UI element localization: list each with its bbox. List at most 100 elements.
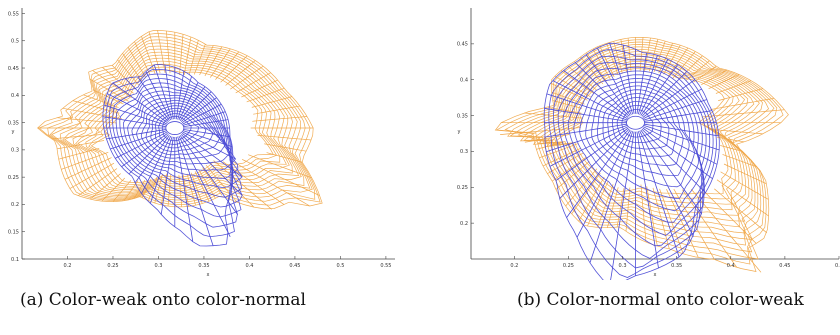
mesh-ring bbox=[591, 85, 696, 188]
figure-b-caption: (b) Color-normal onto color-weak bbox=[517, 290, 804, 310]
mesh-ring bbox=[607, 97, 677, 157]
outer-mesh bbox=[37, 30, 323, 210]
mesh-ring bbox=[573, 74, 705, 223]
mesh-ring bbox=[621, 109, 654, 138]
x-tick-label: 0.2 bbox=[64, 263, 72, 269]
mesh-ring bbox=[612, 101, 670, 150]
figure-a-caption: (a) Color-weak onto color-normal bbox=[20, 290, 306, 310]
y-tick-label: 0.15 bbox=[8, 230, 19, 236]
mesh-ring bbox=[557, 62, 711, 259]
mesh-ring bbox=[548, 49, 717, 278]
figure-a-plot: 0.2 0.25 0.3 0.35 0.4 0.45 0.5 0.55 0.1 0.15 0.2 0.… bbox=[8, 8, 395, 278]
y-axis-label: y bbox=[458, 129, 461, 135]
y-tick-label: 0.45 bbox=[8, 66, 19, 72]
y-tick-label: 0.35 bbox=[457, 113, 468, 119]
y-tick-label: 0.25 bbox=[8, 175, 19, 181]
mesh-spoke bbox=[639, 130, 694, 237]
mesh-ring bbox=[579, 77, 703, 212]
x-tick-label: 0.4 bbox=[727, 263, 735, 269]
y-tick-label: 0.45 bbox=[457, 42, 468, 48]
mesh-ring bbox=[119, 86, 243, 198]
x-tick-label: 0.3 bbox=[619, 263, 627, 269]
mesh-ring bbox=[158, 113, 199, 145]
mesh-ring bbox=[154, 110, 207, 149]
x-tick-label: 0.5 bbox=[835, 263, 840, 269]
inner-mesh bbox=[102, 64, 243, 247]
x-tick-label: 0.35 bbox=[671, 263, 682, 269]
y-tick-label: 0.2 bbox=[460, 221, 468, 227]
mesh-ring bbox=[517, 48, 763, 240]
x-tick-label: 0.2 bbox=[510, 263, 518, 269]
mesh-spoke bbox=[241, 159, 320, 196]
x-tick-label: 0.5 bbox=[336, 263, 344, 269]
figure-b-plot: 0.2 0.25 0.3 0.35 0.4 0.45 0.5 0.2 0.25 0.3 0.35 0.… bbox=[457, 8, 840, 280]
mesh-ring bbox=[85, 63, 281, 187]
mesh-spoke bbox=[148, 176, 158, 201]
mesh-ring bbox=[115, 82, 243, 208]
mesh-ring bbox=[37, 30, 323, 210]
mesh-spoke bbox=[89, 173, 121, 200]
center-hole bbox=[626, 115, 645, 130]
y-axis-label: y bbox=[12, 129, 15, 135]
x-tick-label: 0.55 bbox=[380, 263, 391, 269]
mesh-ring bbox=[140, 102, 226, 160]
y-tick-label: 0.3 bbox=[460, 149, 468, 155]
mesh-spoke bbox=[710, 97, 775, 110]
x-tick-label: 0.35 bbox=[198, 263, 209, 269]
x-tick-label: 0.45 bbox=[289, 263, 300, 269]
y-tick-label: 0.2 bbox=[11, 202, 19, 208]
plot-frame bbox=[21, 8, 395, 260]
mesh-ring bbox=[602, 93, 684, 166]
mesh-spoke bbox=[716, 179, 769, 217]
mesh-ring bbox=[62, 48, 302, 195]
mesh-ring bbox=[145, 105, 221, 156]
mesh-ring bbox=[38, 33, 321, 206]
mesh-ring bbox=[616, 105, 662, 143]
mesh-ring bbox=[51, 42, 311, 199]
mesh-ring bbox=[553, 55, 714, 269]
mesh-ring bbox=[102, 64, 234, 247]
mesh-spoke bbox=[524, 112, 583, 119]
mesh-ring bbox=[49, 39, 313, 201]
mesh-ring bbox=[597, 89, 690, 177]
x-tick-label: 0.45 bbox=[779, 263, 790, 269]
x-axis-label: x bbox=[654, 272, 657, 278]
mesh-ring bbox=[543, 42, 720, 280]
y-tick-label: 0.5 bbox=[11, 39, 19, 45]
plot-frame bbox=[470, 8, 839, 260]
mesh-ring bbox=[507, 44, 775, 253]
mesh-ring bbox=[495, 39, 784, 265]
mesh-ring bbox=[59, 45, 305, 196]
mesh-ring bbox=[127, 94, 239, 179]
x-axis-label: x bbox=[207, 272, 210, 278]
y-tick-label: 0.4 bbox=[11, 93, 19, 99]
y-tick-label: 0.25 bbox=[457, 185, 468, 191]
mesh-ring bbox=[494, 36, 789, 272]
mesh-ring bbox=[72, 54, 293, 192]
mesh-ring bbox=[47, 36, 316, 203]
x-tick-label: 0.3 bbox=[154, 263, 162, 269]
mesh-spoke bbox=[597, 184, 614, 228]
mesh-ring bbox=[136, 100, 232, 165]
mesh-ring bbox=[64, 51, 300, 194]
mesh-ring bbox=[150, 107, 214, 152]
x-tick-label: 0.25 bbox=[107, 263, 118, 269]
y-tick-label: 0.35 bbox=[8, 120, 19, 126]
mesh-ring bbox=[562, 66, 707, 247]
mesh-ring bbox=[504, 41, 778, 260]
center-hole bbox=[165, 121, 185, 135]
x-tick-label: 0.25 bbox=[563, 263, 574, 269]
mesh-ring bbox=[77, 60, 287, 189]
mesh-ring bbox=[585, 81, 699, 200]
y-tick-label: 0.55 bbox=[8, 11, 19, 17]
mesh-ring bbox=[567, 70, 705, 236]
y-tick-label: 0.4 bbox=[460, 78, 468, 84]
mesh-ring bbox=[161, 115, 192, 142]
x-tick-label: 0.4 bbox=[245, 263, 253, 269]
inner-mesh bbox=[543, 42, 720, 280]
mesh-spoke bbox=[188, 40, 199, 75]
y-tick-label: 0.1 bbox=[11, 257, 19, 263]
mesh-ring bbox=[509, 46, 770, 246]
mesh-ring bbox=[105, 69, 235, 238]
mesh-ring bbox=[108, 73, 238, 228]
